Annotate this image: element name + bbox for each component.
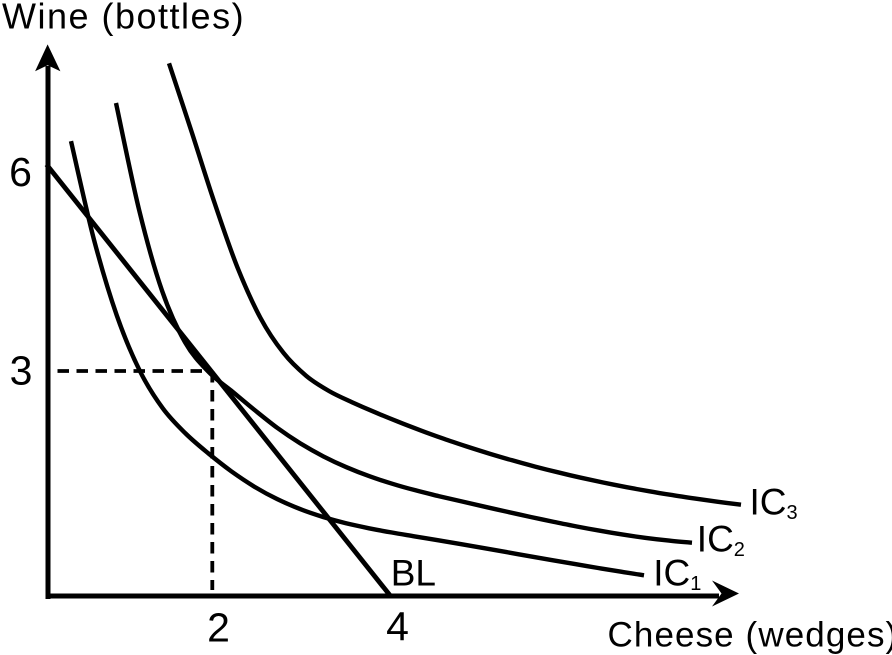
svg-text:IC3: IC3 <box>750 482 798 525</box>
svg-text:Cheese (wedges): Cheese (wedges) <box>608 616 892 655</box>
svg-text:4: 4 <box>386 603 409 649</box>
svg-text:6: 6 <box>9 149 32 195</box>
svg-text:2: 2 <box>207 605 230 651</box>
svg-text:Wine (bottles): Wine (bottles) <box>2 0 245 36</box>
svg-text:IC2: IC2 <box>697 519 745 562</box>
svg-text:BL: BL <box>391 553 436 594</box>
svg-text:IC1: IC1 <box>653 553 701 596</box>
svg-text:3: 3 <box>10 348 33 394</box>
